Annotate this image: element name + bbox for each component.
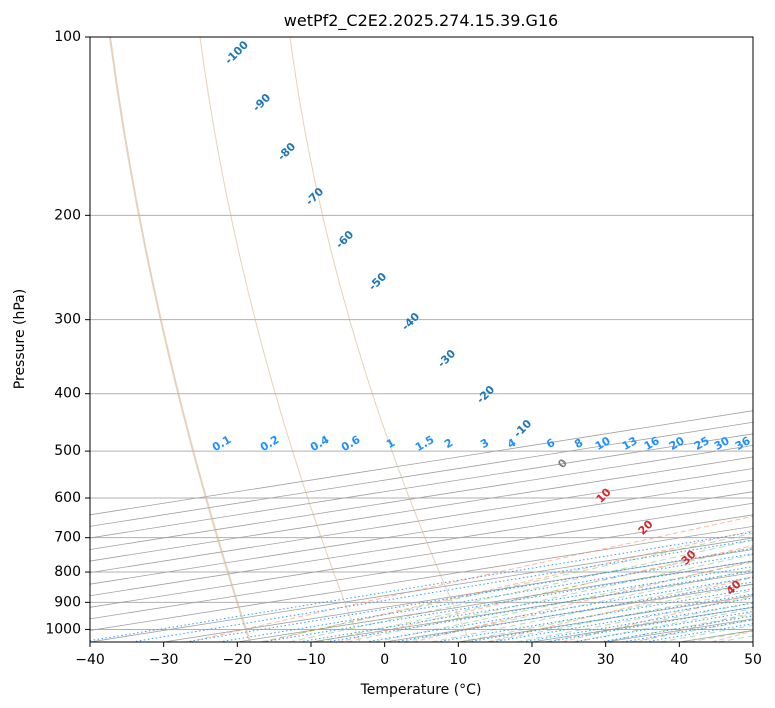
y-tick-label: 400 xyxy=(54,386,81,402)
x-tick-label: −30 xyxy=(149,652,179,668)
moist-adiabat-line xyxy=(573,608,753,642)
y-tick-label: 900 xyxy=(54,594,81,610)
dry-adiabat-label: -50 xyxy=(366,270,389,293)
x-tick-label: 0 xyxy=(380,652,389,668)
isotherm-line xyxy=(90,456,753,562)
dry-adiabat-label: -10 xyxy=(511,417,534,440)
mixing-ratio-line xyxy=(572,610,753,642)
mixing-ratio-line xyxy=(365,576,753,642)
x-tick-label: 20 xyxy=(523,652,541,668)
isotherm-line xyxy=(90,491,753,597)
reference-curve xyxy=(109,37,251,642)
isotherm-line xyxy=(384,583,753,642)
isotherm-line xyxy=(90,514,753,620)
mixing-ratio-line xyxy=(90,531,753,642)
mixing-ratio-line xyxy=(131,539,753,642)
isotherm-line xyxy=(752,641,753,642)
dry-adiabat-line xyxy=(338,545,753,642)
y-axis-label: Pressure (hPa) xyxy=(12,289,28,389)
x-tick-label: −20 xyxy=(223,652,253,668)
moist-adiabat-line xyxy=(660,624,753,642)
mixing-ratio-line xyxy=(546,606,753,642)
moist-adiabat-line xyxy=(488,589,753,642)
mixing-ratio-label: 13 xyxy=(620,434,640,453)
moist-adiabat-line xyxy=(346,553,753,642)
plot-frame xyxy=(89,36,754,643)
isotherm-line xyxy=(90,479,753,585)
moist-adiabat-line xyxy=(260,532,753,642)
y-tick-label: 300 xyxy=(54,312,81,328)
x-tick-label: 50 xyxy=(744,652,762,668)
isotherm-line xyxy=(163,549,753,642)
moist-adiabat-line xyxy=(288,539,753,642)
isotherm-line xyxy=(90,421,753,527)
dry-adiabat-label: -70 xyxy=(303,185,326,208)
mixing-ratio-label: 6 xyxy=(544,436,557,451)
dry-adiabat-label: -20 xyxy=(474,383,497,406)
isotherm-line xyxy=(310,572,753,642)
x-tick-label: −10 xyxy=(296,652,326,668)
y-tick-label: 700 xyxy=(54,530,81,546)
dry-adiabat-label: -30 xyxy=(435,347,458,370)
dry-adiabat-label: 30 xyxy=(679,547,699,567)
dry-adiabat-label: 0 xyxy=(555,456,570,471)
isotherm-line xyxy=(90,433,753,539)
plot-area: -100-90-80-70-60-50-40-30-20-10010203040… xyxy=(45,29,762,668)
mixing-ratio-line xyxy=(522,602,753,642)
dry-adiabat-label: -100 xyxy=(222,38,251,67)
isotherm-line xyxy=(458,595,753,642)
y-tick-label: 800 xyxy=(54,564,81,580)
y-tick-label: 200 xyxy=(54,207,81,223)
moist-adiabat-line xyxy=(374,561,753,642)
moist-adiabat-line xyxy=(718,635,753,642)
dry-adiabat-label: -60 xyxy=(333,228,356,251)
mixing-ratio-label: 10 xyxy=(593,434,613,453)
dry-adiabat-label: -90 xyxy=(250,91,273,114)
mixing-ratio-line xyxy=(394,581,753,642)
mixing-ratio-label: 25 xyxy=(692,434,712,453)
mixing-ratio-label: 30 xyxy=(712,434,732,453)
x-tick-label: 30 xyxy=(597,652,615,668)
x-axis-label: Temperature (°C) xyxy=(360,682,482,698)
plot-clip-group xyxy=(90,37,753,642)
mixing-ratio-label: 1 xyxy=(384,436,397,451)
dry-adiabat-label: 20 xyxy=(636,517,656,537)
isotherm-line xyxy=(90,444,753,550)
reference-curve xyxy=(289,37,471,642)
mixing-ratio-label: 2 xyxy=(442,436,455,451)
x-tick-label: −40 xyxy=(75,652,105,668)
mixing-ratio-label: 20 xyxy=(667,434,687,453)
x-tick-label: 10 xyxy=(449,652,467,668)
reference-curve xyxy=(199,37,361,642)
mixing-ratio-label: 3 xyxy=(478,436,491,451)
isotherm-line xyxy=(90,410,753,516)
isotherm-line xyxy=(90,525,753,631)
isotherm-line xyxy=(237,560,753,642)
dry-adiabat-label: -40 xyxy=(399,310,422,333)
moist-adiabat-line xyxy=(317,546,753,642)
mixing-ratio-line xyxy=(299,566,753,642)
moist-adiabat-line xyxy=(431,576,753,642)
dry-adiabat-label: -80 xyxy=(275,140,298,163)
dry-adiabat-line xyxy=(636,611,753,642)
y-tick-label: 100 xyxy=(54,29,81,45)
moist-adiabat-line xyxy=(459,583,753,642)
mixing-ratio-label: 4 xyxy=(505,436,518,451)
isotherm-line xyxy=(90,502,753,608)
isotherm-line xyxy=(90,537,753,642)
isotherm-line xyxy=(679,630,753,642)
dry-adiabat-line xyxy=(487,576,753,642)
moist-adiabat-line xyxy=(516,596,753,642)
y-tick-label: 600 xyxy=(54,490,81,506)
mixing-ratio-line xyxy=(436,588,753,642)
x-tick-label: 40 xyxy=(670,652,688,668)
y-tick-label: 1000 xyxy=(45,621,81,637)
chart-title: wetPf2_C2E2.2025.274.15.39.G16 xyxy=(284,11,558,31)
isotherm-line xyxy=(90,468,753,574)
y-tick-label: 500 xyxy=(54,443,81,459)
